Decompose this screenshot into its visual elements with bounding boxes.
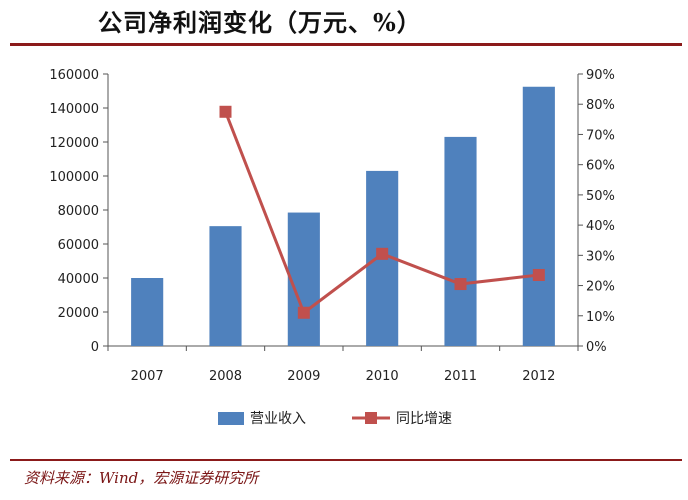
x-tick-label: 2008 [209, 369, 242, 384]
legend-swatch-marker [365, 412, 377, 424]
right-tick-label: 70% [586, 128, 615, 143]
left-tick-label: 20000 [58, 306, 99, 321]
left-tick-label: 60000 [58, 238, 99, 253]
growth-point [219, 105, 232, 118]
right-tick-label: 10% [586, 310, 615, 325]
chart-title: 公司净利润变化（万元、%） [98, 8, 422, 37]
left-tick-label: 120000 [49, 136, 99, 151]
right-tick-label: 60% [586, 159, 615, 174]
right-tick-label: 50% [586, 189, 615, 204]
bar [131, 278, 164, 346]
bar-series [131, 86, 555, 346]
x-tick-label: 2007 [131, 369, 164, 384]
chart-axes [107, 74, 579, 347]
x-tick-label: 2011 [444, 369, 477, 384]
chart-legend: 营业收入 同比增速 [218, 411, 452, 427]
bar [209, 226, 242, 346]
left-tick-label: 40000 [58, 272, 99, 287]
left-tick-label: 140000 [49, 102, 99, 117]
bar [287, 212, 320, 346]
legend-label-bar: 营业收入 [250, 411, 306, 427]
right-axis-ticks: 0% 10% 20% 30% 40% 50% 60% 70% 80% 90% [578, 68, 615, 355]
bar [444, 136, 477, 346]
left-axis-ticks: 0 20000 40000 60000 80000 100000 120000 140000 1… [49, 68, 108, 355]
growth-point [532, 268, 545, 281]
growth-point [297, 306, 310, 319]
title-divider [10, 43, 682, 46]
x-axis-ticks: 2007 2008 2009 2010 2011 2012 [107, 346, 579, 384]
right-tick-label: 90% [586, 68, 615, 83]
right-tick-label: 30% [586, 249, 615, 264]
left-tick-label: 80000 [58, 204, 99, 219]
right-tick-label: 40% [586, 219, 615, 234]
right-tick-label: 20% [586, 280, 615, 295]
x-tick-label: 2010 [366, 369, 399, 384]
right-tick-label: 0% [586, 340, 607, 355]
growth-point [376, 247, 389, 260]
bar [522, 86, 555, 346]
source-note: 资料来源：Wind，宏源证券研究所 [24, 469, 259, 487]
growth-point [454, 278, 467, 291]
footer-divider [10, 459, 682, 461]
x-tick-label: 2012 [522, 369, 555, 384]
line-series [219, 105, 545, 319]
left-tick-label: 100000 [49, 170, 99, 185]
legend-swatch-bar [218, 412, 244, 425]
right-tick-label: 80% [586, 98, 615, 113]
combo-chart: 0 20000 40000 60000 80000 100000 120000 140000 1… [49, 68, 615, 427]
legend-label-line: 同比增速 [396, 411, 452, 427]
left-tick-label: 160000 [49, 68, 99, 83]
left-tick-label: 0 [91, 340, 99, 355]
x-tick-label: 2009 [287, 369, 320, 384]
